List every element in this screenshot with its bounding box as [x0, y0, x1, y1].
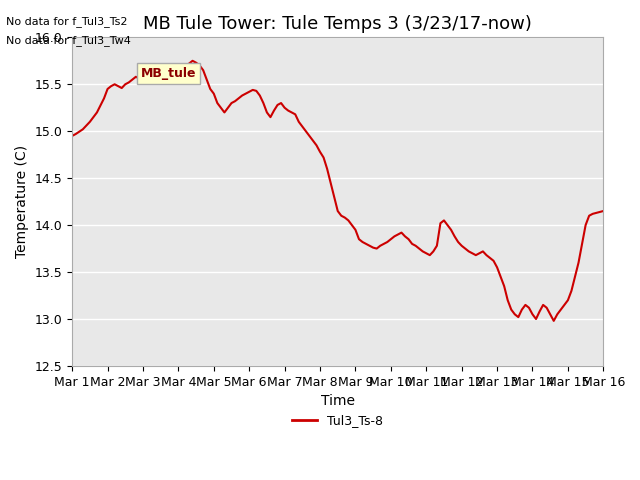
Text: No data for f_Tul3_Tw4: No data for f_Tul3_Tw4	[6, 35, 131, 46]
Text: No data for f_Tul3_Ts2: No data for f_Tul3_Ts2	[6, 16, 128, 27]
X-axis label: Time: Time	[321, 394, 355, 408]
Y-axis label: Temperature (C): Temperature (C)	[15, 145, 29, 258]
Legend: Tul3_Ts-8: Tul3_Ts-8	[287, 409, 388, 432]
Title: MB Tule Tower: Tule Temps 3 (3/23/17-now): MB Tule Tower: Tule Temps 3 (3/23/17-now…	[143, 15, 532, 33]
Text: MB_tule: MB_tule	[141, 67, 196, 80]
